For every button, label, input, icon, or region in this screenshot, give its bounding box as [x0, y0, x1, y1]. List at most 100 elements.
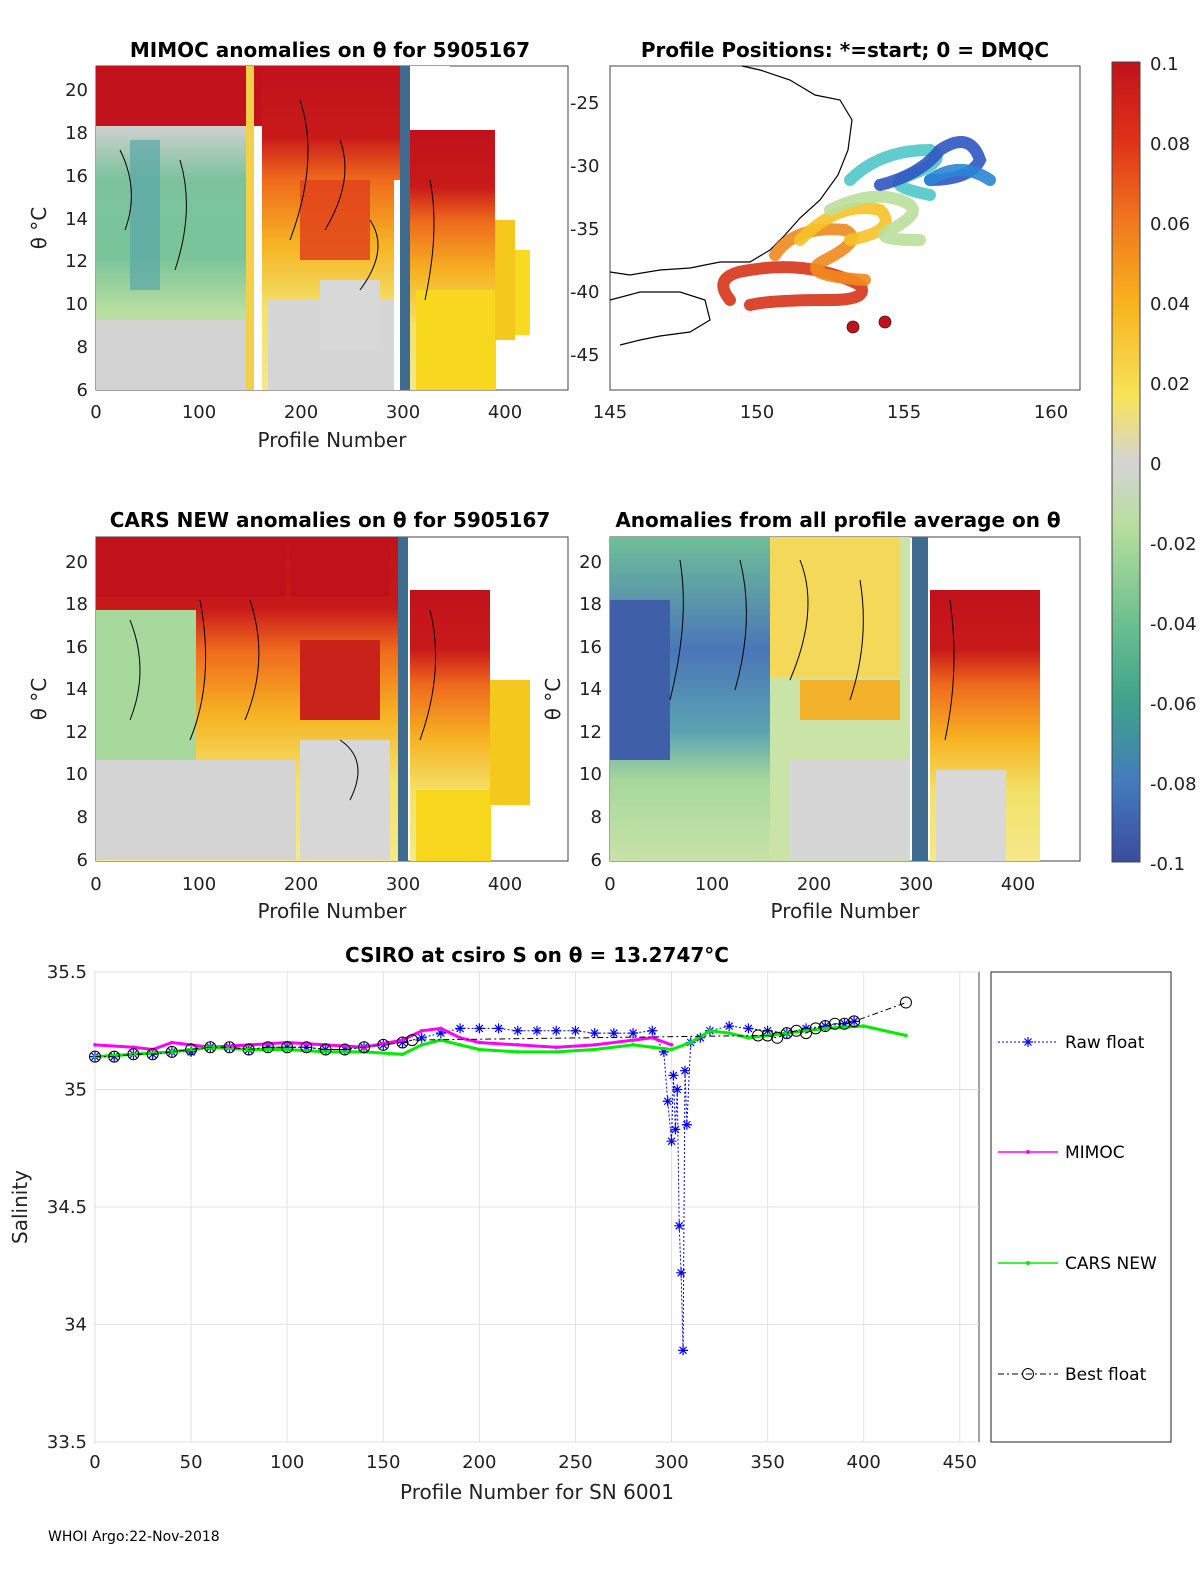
xtick-label: 300 — [654, 1452, 688, 1473]
best-float-point — [242, 1043, 255, 1056]
panel-avg-heatmap — [610, 537, 1040, 861]
ytick-label: 18 — [65, 594, 88, 615]
raw-float-point — [724, 1021, 735, 1032]
cars-new-point — [477, 1047, 482, 1052]
ytick-label: 20 — [65, 80, 88, 101]
mimoc-point — [439, 1026, 443, 1031]
mimoc-point — [93, 1043, 97, 1047]
panel-mimoc-heatmap — [96, 66, 530, 390]
profile-tracks — [717, 136, 996, 334]
chart-xticks: 0 50 100 150 200 250 300 350 400 450 — [89, 1452, 977, 1473]
ytick-label: 12 — [579, 722, 602, 743]
raw-float-point — [608, 1028, 619, 1039]
panel-map-xticks: 145 150 155 160 — [593, 402, 1068, 423]
best-float-point — [406, 1034, 419, 1047]
panel-mimoc: MIMOC anomalies on θ for 5905167 20 18 — [27, 38, 569, 452]
ytick-label: -45 — [570, 345, 599, 366]
raw-float-point — [743, 1023, 754, 1034]
panel-mimoc-yticks: 20 18 16 14 12 10 8 6 — [65, 80, 88, 401]
xtick-label: 100 — [270, 1452, 304, 1473]
raw-float-point — [670, 1124, 681, 1135]
raw-float-point — [320, 1044, 331, 1055]
ytick-label: 10 — [65, 294, 88, 315]
raw-float-point — [676, 1267, 687, 1278]
colorbar-tick: 0.02 — [1150, 374, 1190, 395]
colorbar-tick: 0.06 — [1150, 214, 1190, 235]
ytick-label: 34.5 — [47, 1197, 87, 1218]
best-float-point — [358, 1041, 371, 1054]
xtick-label: 450 — [943, 1452, 977, 1473]
ytick-label: 12 — [65, 251, 88, 272]
xtick-label: 400 — [847, 1452, 881, 1473]
colorbar-tick: 0.04 — [1150, 294, 1190, 315]
panel-mimoc-title: MIMOC anomalies on θ for 5905167 — [130, 38, 530, 62]
coastline — [609, 65, 853, 346]
ytick-label: -35 — [570, 219, 599, 240]
panel-avg-ylabel: θ °C — [541, 678, 565, 721]
raw-float-point — [493, 1023, 504, 1034]
xtick-label: 100 — [182, 402, 216, 423]
best-float-point — [396, 1036, 409, 1049]
ytick-label: 34 — [64, 1315, 87, 1336]
xtick-label: 200 — [284, 402, 318, 423]
mimoc-point — [631, 1038, 635, 1042]
ytick-label: 18 — [65, 123, 88, 144]
best-float-point — [809, 1022, 822, 1035]
xtick-label: 0 — [89, 1452, 100, 1473]
chart-title: CSIRO at csiro S on θ = 13.2747°C — [345, 943, 729, 967]
mimoc-point — [515, 1043, 520, 1047]
raw-float-point — [551, 1025, 562, 1036]
cars-new-point — [650, 1045, 655, 1049]
raw-float-point — [849, 1016, 860, 1027]
best-float-point — [800, 1027, 813, 1040]
panel-avg-xlabel: Profile Number — [771, 899, 921, 923]
raw-float-point — [658, 1046, 669, 1057]
cars-new-point — [861, 1024, 866, 1028]
raw-float-point — [589, 1028, 600, 1039]
cars-new-point — [727, 1031, 731, 1035]
best-float-point — [261, 1041, 274, 1054]
xtick-label: 400 — [1001, 874, 1035, 895]
xtick-label: 200 — [797, 874, 831, 895]
ytick-label: 14 — [65, 209, 88, 230]
mimoc-point — [650, 1036, 655, 1040]
panel-map-title: Profile Positions: *=start; 0 = DMQC — [641, 38, 1049, 62]
cars-new-point — [746, 1036, 751, 1040]
raw-float-point — [674, 1220, 685, 1231]
best-float-point — [848, 1015, 861, 1028]
mimoc-point — [170, 1040, 174, 1045]
cars-new-point — [170, 1050, 174, 1054]
xtick-label: 0 — [90, 874, 101, 895]
cars-new-point — [708, 1028, 712, 1033]
panel-avg-xticks: 0 100 200 300 400 — [604, 874, 1035, 895]
panel-map-yticks: -25 -30 -35 -40 -45 — [570, 93, 599, 366]
xtick-label: 155 — [887, 402, 921, 423]
best-float-point — [223, 1041, 236, 1054]
best-float-point — [752, 1029, 764, 1042]
mimoc-point — [477, 1040, 482, 1045]
mimoc-point — [669, 1043, 674, 1047]
legend-label: CARS NEW — [1065, 1254, 1157, 1274]
best-float-point — [899, 996, 912, 1009]
best-float-point — [828, 1017, 841, 1030]
ytick-label: 16 — [65, 637, 88, 658]
ytick-label: 10 — [579, 764, 602, 785]
best-float-point — [300, 1041, 313, 1054]
legend-marker — [1026, 1261, 1030, 1265]
xtick-label: 400 — [488, 402, 522, 423]
panel-cars-ylabel: θ °C — [27, 678, 51, 721]
panel-mimoc-xlabel: Profile Number — [258, 428, 408, 452]
raw-float-point — [435, 1028, 446, 1039]
xtick-label: 0 — [604, 874, 615, 895]
xtick-label: 145 — [593, 402, 627, 423]
xtick-label: 400 — [488, 874, 522, 895]
colorbar-tick: 0.1 — [1150, 54, 1179, 75]
best-float-point — [790, 1024, 803, 1037]
xtick-label: 50 — [180, 1452, 203, 1473]
raw-float-point — [668, 1070, 679, 1081]
raw-float-point — [820, 1021, 831, 1032]
ytick-label: -25 — [570, 93, 599, 114]
best-float-point — [127, 1048, 140, 1061]
best-float-point — [204, 1041, 217, 1054]
